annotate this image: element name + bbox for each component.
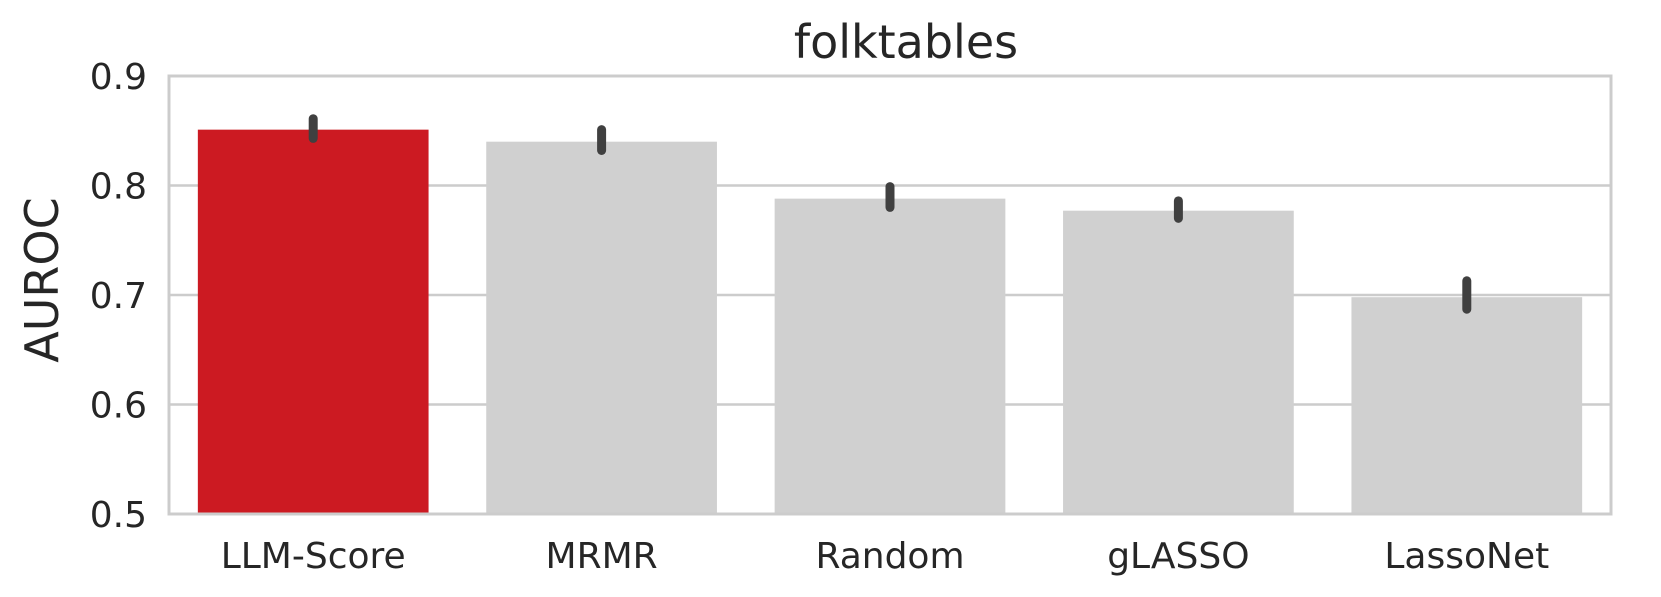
plot-frame [167, 74, 1613, 516]
error-bars-group [308, 114, 1472, 314]
bar [486, 141, 717, 514]
chart-title: folktables [794, 15, 1018, 69]
bar [774, 198, 1006, 514]
y-axis-ticks: 0.5 0.6 0.7 0.8 0.9 [90, 57, 147, 536]
bar [1351, 297, 1583, 514]
x-axis-ticks: LLM-Score MRMR Random gLASSO LassoNet [221, 536, 1550, 577]
x-tick-label: MRMR [546, 536, 658, 577]
y-tick-label: 0.6 [90, 386, 147, 427]
y-tick-label: 0.9 [90, 57, 147, 98]
x-tick-label: Random [815, 536, 964, 577]
x-tick-label: gLASSO [1107, 536, 1249, 577]
y-tick-label: 0.5 [90, 495, 147, 536]
y-tick-label: 0.7 [90, 276, 147, 317]
y-axis-label: AUROC [15, 197, 69, 362]
bars-group [197, 129, 1583, 514]
x-tick-label: LassoNet [1384, 536, 1549, 577]
y-tick-label: 0.8 [90, 167, 147, 208]
x-tick-label: LLM-Score [221, 536, 406, 577]
bar [1063, 210, 1294, 514]
bar [197, 129, 429, 514]
